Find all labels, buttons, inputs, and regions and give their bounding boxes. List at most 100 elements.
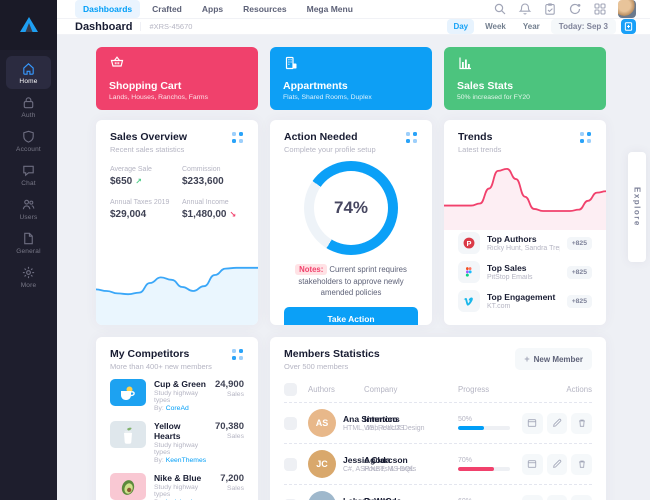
- promo-card-title: Sales Stats: [457, 80, 514, 92]
- subheader: Dashboard #XRS-45670 Day Week Year Today…: [57, 19, 650, 35]
- member-avatar: AS: [308, 409, 336, 437]
- action-needed-card: Action Needed Complete your profile setu…: [270, 120, 432, 325]
- sidebar-item[interactable]: Account: [6, 124, 51, 157]
- new-member-button[interactable]: + New Member: [515, 348, 592, 370]
- trend-item-badge: +825: [566, 236, 592, 250]
- sidebar-item[interactable]: Home: [6, 56, 51, 89]
- sidebar-item-label: Users: [19, 214, 38, 221]
- table-row: LW Lebron Wayde PHP, Laravel, VueJS Road…: [284, 484, 592, 500]
- settings-action-button[interactable]: [521, 412, 543, 434]
- promo-card[interactable]: Appartments Flats, Shared Rooms, Duplex: [270, 47, 432, 110]
- sidebar-item-icon: [21, 61, 36, 76]
- topnav-tab[interactable]: Dashboards: [75, 0, 141, 18]
- edit-action-button[interactable]: [546, 412, 568, 434]
- members-statistics-card: Members Statistics Over 500 members + New…: [270, 337, 606, 500]
- stat-value: $233,600: [182, 176, 224, 187]
- sidebar-item[interactable]: Auth: [6, 90, 51, 123]
- competitor-brand-link[interactable]: KeenThemes: [165, 457, 207, 464]
- sales-stat: Annual Taxes 2019 $29,004: [110, 199, 172, 220]
- trend-list-item[interactable]: Top Engagement KT.com +825: [458, 290, 592, 312]
- promo-card-icon: [109, 55, 125, 71]
- settings-action-button[interactable]: [521, 453, 543, 475]
- table-header-row: Authors Company Progress Actions: [284, 379, 592, 402]
- topnav-tab[interactable]: Crafted: [152, 4, 182, 14]
- progress-percent: 74%: [333, 198, 369, 217]
- competitor-name-link[interactable]: Yellow Hearts: [154, 421, 181, 441]
- topnav-tab[interactable]: Mega Menu: [306, 4, 353, 14]
- delete-action-button[interactable]: [571, 412, 592, 434]
- row-checkbox[interactable]: [284, 498, 297, 500]
- drag-dots-icon[interactable]: [232, 131, 244, 143]
- drag-dots-icon[interactable]: [406, 131, 418, 143]
- card-subtitle: Recent sales statistics: [110, 145, 185, 154]
- card-subtitle: Latest trends: [458, 145, 502, 154]
- card-title: Trends: [458, 131, 493, 143]
- member-name-link[interactable]: Ana Simmons: [343, 414, 400, 424]
- competitor-sales-unit: Sales: [226, 485, 244, 492]
- card-subtitle: Complete your profile setup: [284, 145, 376, 154]
- trend-list-item[interactable]: P Top Authors Ricky Hunt, Sandra Trepp +…: [458, 232, 592, 254]
- refresh[interactable]: [568, 2, 582, 16]
- user-avatar[interactable]: [618, 0, 636, 18]
- card-subtitle: Over 500 members: [284, 362, 349, 371]
- settings-action-button[interactable]: [521, 494, 543, 500]
- row-checkbox[interactable]: [284, 457, 297, 471]
- drag-dots-icon[interactable]: [580, 131, 592, 143]
- topnav-tab[interactable]: Apps: [201, 4, 224, 14]
- trend-list-item[interactable]: Top Sales PitStop Emails +825: [458, 261, 592, 283]
- new-entry-button[interactable]: [621, 19, 636, 34]
- clipboard[interactable]: [543, 2, 557, 16]
- file-plus-icon: [624, 22, 633, 31]
- promo-card-title: Shopping Cart: [109, 80, 182, 92]
- competitor-name-link[interactable]: Nike & Blue: [154, 473, 202, 483]
- topnav-tab[interactable]: Resources: [243, 4, 287, 14]
- card-title: Members Statistics: [284, 348, 380, 360]
- edit-action-button[interactable]: [546, 494, 568, 500]
- sales-stat: Average Sale $650 ↗: [110, 166, 172, 187]
- stat-label: Average Sale: [110, 166, 152, 173]
- stat-label: Annual Taxes 2019: [110, 199, 170, 206]
- app-logo[interactable]: [0, 0, 57, 50]
- competitor-brand-link[interactable]: CoreAd: [165, 405, 189, 412]
- range-tab[interactable]: Year: [522, 22, 540, 31]
- range-tab[interactable]: Day: [447, 19, 475, 34]
- card-title: Action Needed: [284, 131, 358, 143]
- sidebar-item[interactable]: Users: [6, 192, 51, 225]
- topbar-icons: [493, 0, 636, 18]
- promo-card[interactable]: Shopping Cart Lands, Houses, Ranchos, Fa…: [96, 47, 258, 110]
- sales-sparkline-chart: [96, 241, 258, 325]
- select-all-checkbox[interactable]: [284, 383, 297, 396]
- progress-bar: [458, 467, 510, 471]
- sidebar: Home Auth Account Chat: [0, 0, 57, 500]
- sidebar-item[interactable]: General: [6, 226, 51, 259]
- row-checkbox[interactable]: [284, 416, 297, 430]
- sidebar-item[interactable]: Chat: [6, 158, 51, 191]
- apps-grid[interactable]: [593, 2, 607, 16]
- explore-tab[interactable]: Explore: [628, 152, 646, 262]
- today-date-button[interactable]: Today: Sep 3: [550, 19, 616, 34]
- competitor-description: Study highway types: [154, 390, 199, 404]
- bottom-cards-row: My Competitors More than 400+ new member…: [96, 337, 606, 500]
- edit-action-button[interactable]: [546, 453, 568, 475]
- range-tab[interactable]: Week: [485, 22, 506, 31]
- search[interactable]: [493, 2, 507, 16]
- middle-cards-row: Sales Overview Recent sales statistics A…: [96, 120, 606, 325]
- take-action-button[interactable]: Take Action: [284, 307, 418, 325]
- member-skills: C#, ASP.NET, MS SQL: [343, 466, 415, 473]
- sales-stat: Commission $233,600: [182, 166, 244, 187]
- sidebar-item-icon: [21, 265, 36, 280]
- delete-action-button[interactable]: [571, 494, 592, 500]
- subheader-controls: Day Week Year Today: Sep 3: [447, 19, 636, 34]
- sidebar-item-icon: [21, 197, 36, 212]
- member-industry: Houses & Hotels: [364, 466, 417, 473]
- trend-item-title: Top Engagement: [487, 292, 556, 302]
- drag-dots-icon[interactable]: [232, 348, 244, 360]
- competitor-name-link[interactable]: Cup & Green: [154, 379, 206, 389]
- bell[interactable]: [518, 2, 532, 16]
- sidebar-item[interactable]: More: [6, 260, 51, 293]
- sidebar-item-label: Account: [16, 146, 41, 153]
- delete-action-button[interactable]: [571, 453, 592, 475]
- member-name-link[interactable]: Jessie Clarcson: [343, 455, 408, 465]
- promo-card[interactable]: Sales Stats 50% increased for FY20: [444, 47, 606, 110]
- member-name-link[interactable]: Lebron Wayde: [343, 496, 408, 500]
